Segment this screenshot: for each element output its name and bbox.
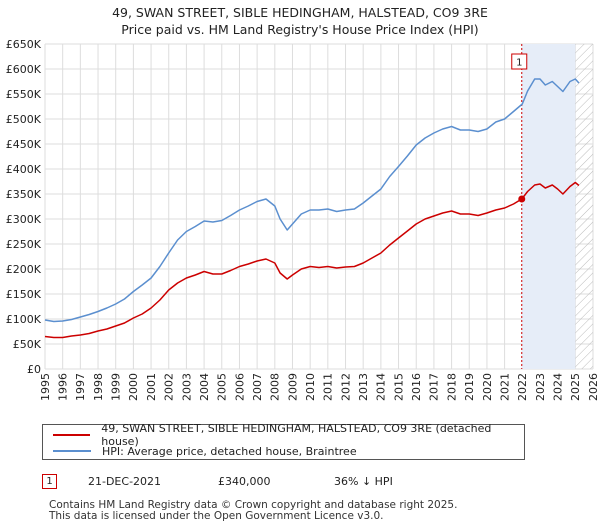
- x-tick-label: 2013: [357, 373, 370, 401]
- x-tick-label: 2002: [163, 373, 176, 401]
- x-tick-label: 2020: [481, 373, 494, 401]
- x-tick-label: 2026: [587, 373, 600, 401]
- footer: Contains HM Land Registry data © Crown c…: [49, 500, 457, 522]
- y-tick-label: £350K: [6, 188, 42, 201]
- sale-annotation-date: 21-DEC-2021: [88, 475, 162, 488]
- x-tick-label: 2021: [498, 373, 511, 401]
- x-tick-label: 2025: [569, 373, 582, 401]
- series-line-hpi: [44, 78, 580, 323]
- chart-title-line2: Price paid vs. HM Land Registry's House …: [121, 22, 479, 37]
- legend-item-hpi: HPI: Average price, detached house, Brai…: [43, 443, 357, 459]
- y-tick-label: £150K: [6, 288, 42, 301]
- y-tick-label: £300K: [6, 213, 42, 226]
- y-tick-label: £450K: [6, 138, 42, 151]
- legend-item-property: 49, SWAN STREET, SIBLE HEDINGHAM, HALSTE…: [43, 422, 524, 448]
- sale-annotation-price: £340,000: [218, 475, 271, 488]
- x-tick-label: 2006: [233, 373, 246, 401]
- sale-annotation-delta: 36% ↓ HPI: [334, 475, 393, 488]
- sale-point: [518, 195, 526, 203]
- forecast-hatch: [575, 44, 593, 369]
- x-tick-label: 2016: [410, 373, 423, 401]
- y-tick-label: £500K: [6, 113, 42, 126]
- x-tick-label: 2003: [180, 373, 193, 401]
- y-tick-label: £600K: [6, 63, 42, 76]
- y-tick-label: £100K: [6, 313, 42, 326]
- x-tick-label: 2017: [428, 373, 441, 401]
- x-tick-label: 1995: [39, 373, 52, 401]
- x-tick-label: 1999: [110, 373, 123, 401]
- x-tick-label: 2005: [216, 373, 229, 401]
- legend-label-hpi: HPI: Average price, detached house, Brai…: [102, 444, 357, 458]
- x-tick-label: 2008: [269, 373, 282, 401]
- x-tick-label: 2000: [127, 373, 140, 401]
- x-tick-label: 2004: [198, 373, 211, 401]
- x-tick-label: 1997: [74, 373, 87, 401]
- footer-line1: Contains HM Land Registry data © Crown c…: [49, 499, 458, 511]
- y-tick-label: £650K: [6, 38, 42, 51]
- legend-swatch-hpi: [53, 450, 91, 452]
- x-tick-label: 2015: [392, 373, 405, 401]
- x-tick-label: 2022: [516, 373, 529, 401]
- x-tick-label: 2012: [339, 373, 352, 401]
- x-tick-label: 2019: [463, 373, 476, 401]
- x-tick-label: 2009: [286, 373, 299, 401]
- price-chart: £0 £50K £100K £150K £200K £250K £300K £350K £400…: [6, 38, 600, 401]
- y-tick-label: £400K: [6, 163, 42, 176]
- y-tick-label: £550K: [6, 88, 42, 101]
- sale-marker-label: 1: [516, 58, 522, 69]
- chart-title: 49, SWAN STREET, SIBLE HEDINGHAM, HALSTE…: [0, 4, 600, 38]
- footer-line2: This data is licensed under the Open Gov…: [49, 510, 384, 522]
- chart-title-line1: 49, SWAN STREET, SIBLE HEDINGHAM, HALSTE…: [112, 5, 488, 20]
- chart-legend: 49, SWAN STREET, SIBLE HEDINGHAM, HALSTE…: [42, 422, 525, 460]
- y-tick-label: £50K: [13, 338, 42, 351]
- sale-annotation-row: 1 21-DEC-2021 £340,000 36% ↓ HPI: [42, 474, 582, 492]
- x-tick-label: 2014: [375, 373, 388, 401]
- sale-marker-box: [511, 53, 528, 70]
- post-sale-shade: [521, 44, 576, 369]
- sale-annotation-number: 1: [42, 474, 57, 489]
- x-tick-label: 2010: [304, 373, 317, 401]
- x-tick-label: 2001: [145, 373, 158, 401]
- x-tick-label: 2018: [445, 373, 458, 401]
- legend-swatch-property: [53, 434, 91, 436]
- series-line-property: [44, 181, 580, 339]
- x-tick-label: 1998: [92, 373, 105, 401]
- y-tick-label: £0: [27, 363, 41, 376]
- y-tick-label: £200K: [6, 263, 42, 276]
- x-tick-label: 2024: [551, 373, 564, 401]
- x-tick-label: 2011: [322, 373, 335, 401]
- legend-label-property: 49, SWAN STREET, SIBLE HEDINGHAM, HALSTE…: [101, 422, 492, 448]
- x-tick-label: 2023: [534, 373, 547, 401]
- y-tick-label: £250K: [6, 238, 42, 251]
- x-tick-label: 1996: [57, 373, 70, 401]
- x-tick-label: 2007: [251, 373, 264, 401]
